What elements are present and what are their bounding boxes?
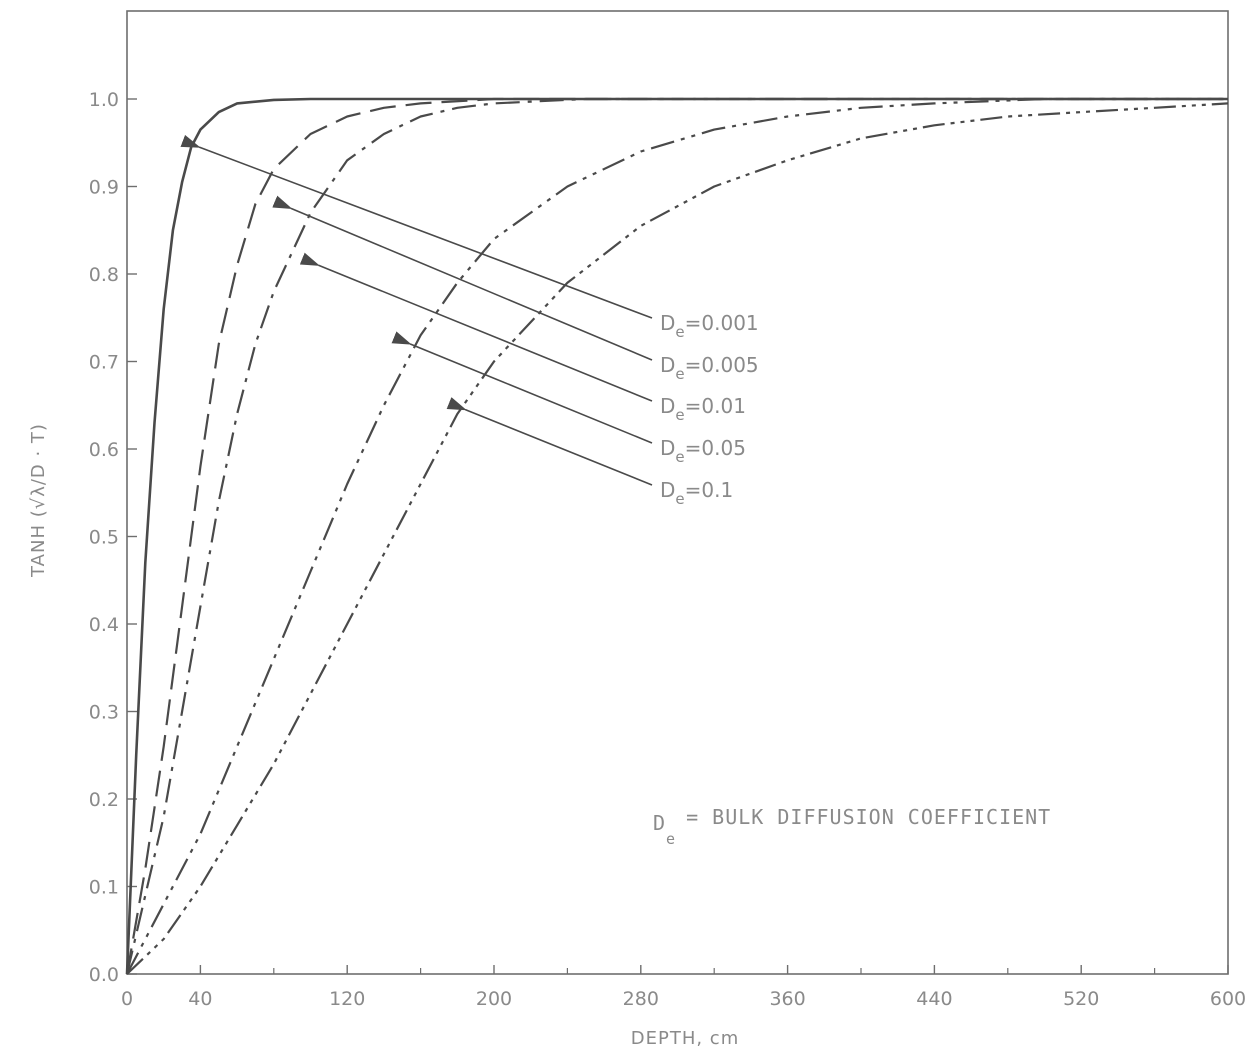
y-tick-label: 0.0 <box>89 964 119 986</box>
legend-label-value: =0.05 <box>685 436 746 460</box>
legend-label-sub: e <box>675 490 684 508</box>
plot-frame <box>126 10 1229 975</box>
annotation-text: = BULK DIFFUSION COEFFICIENT <box>686 805 1051 829</box>
legend-label-3: De=0.05 <box>660 436 746 466</box>
series-line-1 <box>125 97 1228 975</box>
legend-label-4: De=0.1 <box>660 478 733 508</box>
legend-label-0: De=0.001 <box>660 311 759 341</box>
y-tick-label: 0.1 <box>89 877 119 899</box>
legend-arrow-1 <box>272 195 653 361</box>
x-tick-label: 280 <box>623 988 659 1010</box>
y-tick-label: 0.2 <box>89 789 119 811</box>
x-tick-label: 520 <box>1063 988 1099 1010</box>
series-lines <box>125 97 1229 975</box>
legend-label-value: =0.005 <box>685 353 759 377</box>
legend-label-sub: e <box>675 448 684 466</box>
legend-label-value: =0.001 <box>685 311 759 335</box>
y-tick-label: 1.0 <box>89 89 119 111</box>
legend-arrow-4 <box>446 397 653 486</box>
legend-arrow-0 <box>180 134 653 319</box>
legend-label-main: D <box>660 478 675 502</box>
series-line-0 <box>125 97 1228 975</box>
x-tick-label: 440 <box>916 988 952 1010</box>
annotation-main: D <box>653 811 666 835</box>
y-tick-label: 0.3 <box>89 702 119 724</box>
y-tick-label: 0.4 <box>89 614 119 636</box>
legend-label-value: =0.01 <box>685 394 746 418</box>
legend-arrow-2 <box>299 252 653 402</box>
x-axis-title: DEPTH, cm <box>631 1028 740 1049</box>
legend-label-value: =0.1 <box>685 478 734 502</box>
y-axis-title-suffix: · T) <box>28 423 49 463</box>
y-axis-title-radical: √λ/D <box>28 463 49 509</box>
legend-label-main: D <box>660 436 675 460</box>
y-tick-label: 0.7 <box>89 352 119 374</box>
x-tick-label: 360 <box>769 988 805 1010</box>
svg-text:De= BULK DIFFUSION COEFFICIENT: De = BULK DIFFUSION COEFFICIENT <box>653 805 1051 848</box>
x-tick-label: 600 <box>1210 988 1246 1010</box>
x-tick-label: 0 <box>121 988 133 1010</box>
x-tick-label: 200 <box>476 988 512 1010</box>
x-tick-label: 40 <box>188 988 212 1010</box>
svg-text:TANH (√λ/D · T): TANH (√λ/D · T) <box>28 423 49 578</box>
series-line-2 <box>125 97 1228 975</box>
annotation-sub: e <box>666 830 676 848</box>
legend-arrow-3 <box>391 331 653 444</box>
annotation-note: De = BULK DIFFUSION COEFFICIENT <box>653 805 1051 848</box>
legend-label-2: De=0.01 <box>660 394 746 424</box>
y-tick-label: 0.9 <box>89 177 119 199</box>
y-tick-label: 0.6 <box>89 439 119 461</box>
y-tick-label: 0.8 <box>89 264 119 286</box>
legend-label-sub: e <box>675 365 684 383</box>
y-tick-label: 0.5 <box>89 527 119 549</box>
tick-labels: 0 40 120 200 280 360 440 520 600 0.0 0.1 0.2 0.3 0.4 0… <box>89 89 1246 1010</box>
legend-label-1: De=0.005 <box>660 353 759 383</box>
y-axis-title-prefix: TANH ( <box>28 509 49 578</box>
x-tick-label: 120 <box>329 988 365 1010</box>
y-axis-title: TANH (√λ/D · T) <box>28 423 49 578</box>
legend-label-sub: e <box>675 323 684 341</box>
legend-label-main: D <box>660 311 675 335</box>
ticks <box>126 98 1229 975</box>
legend-label-main: D <box>660 353 675 377</box>
series-line-4 <box>126 102 1229 975</box>
legend-label-sub: e <box>675 406 684 424</box>
series-line-3 <box>126 97 1228 975</box>
legend-label-main: D <box>660 394 675 418</box>
